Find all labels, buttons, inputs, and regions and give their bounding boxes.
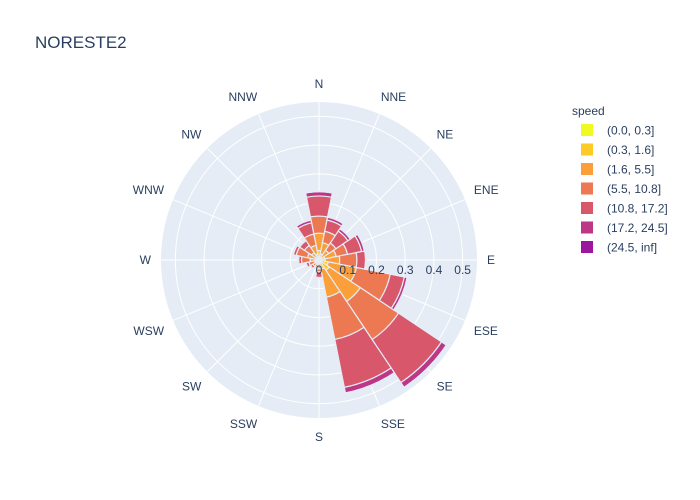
angular-grid-line [172, 259, 320, 321]
direction-labels: N NNE NE ENE E ESE SE SSE S SSW SW WSW W WNW NW NNW [133, 77, 499, 444]
bar-segment-s-series-6 [314, 277, 324, 280]
radial-tick-label: 0.3 [397, 263, 414, 277]
direction-label-s: S [315, 430, 323, 444]
bar-segment-ne-series-6 [339, 227, 352, 240]
bar-segment-n-series-6 [304, 190, 334, 194]
direction-label-ene: ENE [474, 183, 499, 197]
bar-segment-ene-series-6 [356, 233, 366, 252]
bar-segment-n-series-4 [305, 195, 333, 218]
radial-tick-label: 0 [316, 263, 323, 277]
bar-segment-sse-series-6 [344, 371, 396, 394]
bar-segment-nw-series-6 [297, 238, 307, 248]
direction-label-wsw: WSW [133, 324, 164, 338]
legend-label[interactable]: (0.0, 0.3] [607, 124, 654, 138]
legend-swatch[interactable] [581, 241, 593, 253]
direction-label-sw: SW [182, 380, 202, 394]
radial-tick-label: 0.4 [426, 263, 443, 277]
bar-segment-wnw-series-6 [291, 244, 298, 256]
bar-segment-se-series-6 [403, 344, 448, 389]
legend-label[interactable]: (5.5, 10.8] [607, 182, 661, 196]
legend-label[interactable]: (1.6, 5.5] [607, 163, 654, 177]
bar-segment-ese-series-6 [392, 276, 409, 311]
legend-title: speed [572, 104, 605, 118]
direction-label-sse: SSE [381, 417, 405, 431]
angular-grid-line [206, 147, 320, 261]
direction-label-se: SE [437, 380, 453, 394]
direction-label-ssw: SSW [230, 417, 258, 431]
legend-swatch[interactable] [581, 143, 593, 156]
bar-segment-sw-series-6 [309, 265, 314, 270]
legend: speed (0.0, 0.3] (0.3, 1.6] (1.6, 5.5] (5.5… [572, 104, 668, 255]
legend-swatch[interactable] [581, 163, 593, 175]
chart-title: NORESTE2 [35, 33, 127, 52]
angular-grid-line [206, 259, 320, 373]
direction-label-ese: ESE [474, 324, 498, 338]
radial-tick-labels: 0 0.1 0.2 0.3 0.4 0.5 [316, 263, 472, 277]
legend-label[interactable]: (10.8, 17.2] [607, 202, 668, 216]
bar-segment-w-series-6 [297, 255, 300, 265]
bar-segment-nne-series-6 [326, 216, 345, 225]
direction-label-nnw: NNW [229, 90, 258, 104]
bar-segment-e-series-6 [364, 249, 368, 271]
legend-swatch[interactable] [581, 202, 593, 214]
direction-label-w: W [140, 253, 152, 267]
legend-label[interactable]: (24.5, inf] [607, 241, 657, 255]
radial-tick-label: 0.2 [368, 263, 385, 277]
bars-layer [291, 190, 448, 394]
radial-tick-label: 0.5 [454, 263, 471, 277]
direction-label-ne: NE [437, 127, 454, 141]
legend-swatch[interactable] [581, 221, 593, 234]
direction-label-wnw: WNW [133, 183, 165, 197]
legend-label[interactable]: (17.2, 24.5] [607, 221, 668, 235]
angular-grid-line [258, 259, 320, 407]
direction-label-nw: NW [181, 127, 202, 141]
bar-segment-e-series-4 [355, 250, 367, 270]
legend-swatch[interactable] [581, 124, 593, 136]
bar-segment-ssw-series-6 [312, 266, 318, 271]
direction-label-e: E [487, 253, 495, 267]
legend-label[interactable]: (0.3, 1.6] [607, 143, 654, 157]
bar-segment-wsw-series-6 [304, 261, 309, 269]
direction-label-nne: NNE [381, 90, 406, 104]
bar-segment-nnw-series-6 [295, 219, 312, 227]
legend-swatch[interactable] [581, 182, 593, 195]
radial-tick-label: 0.1 [339, 263, 356, 277]
direction-label-n: N [315, 77, 324, 91]
